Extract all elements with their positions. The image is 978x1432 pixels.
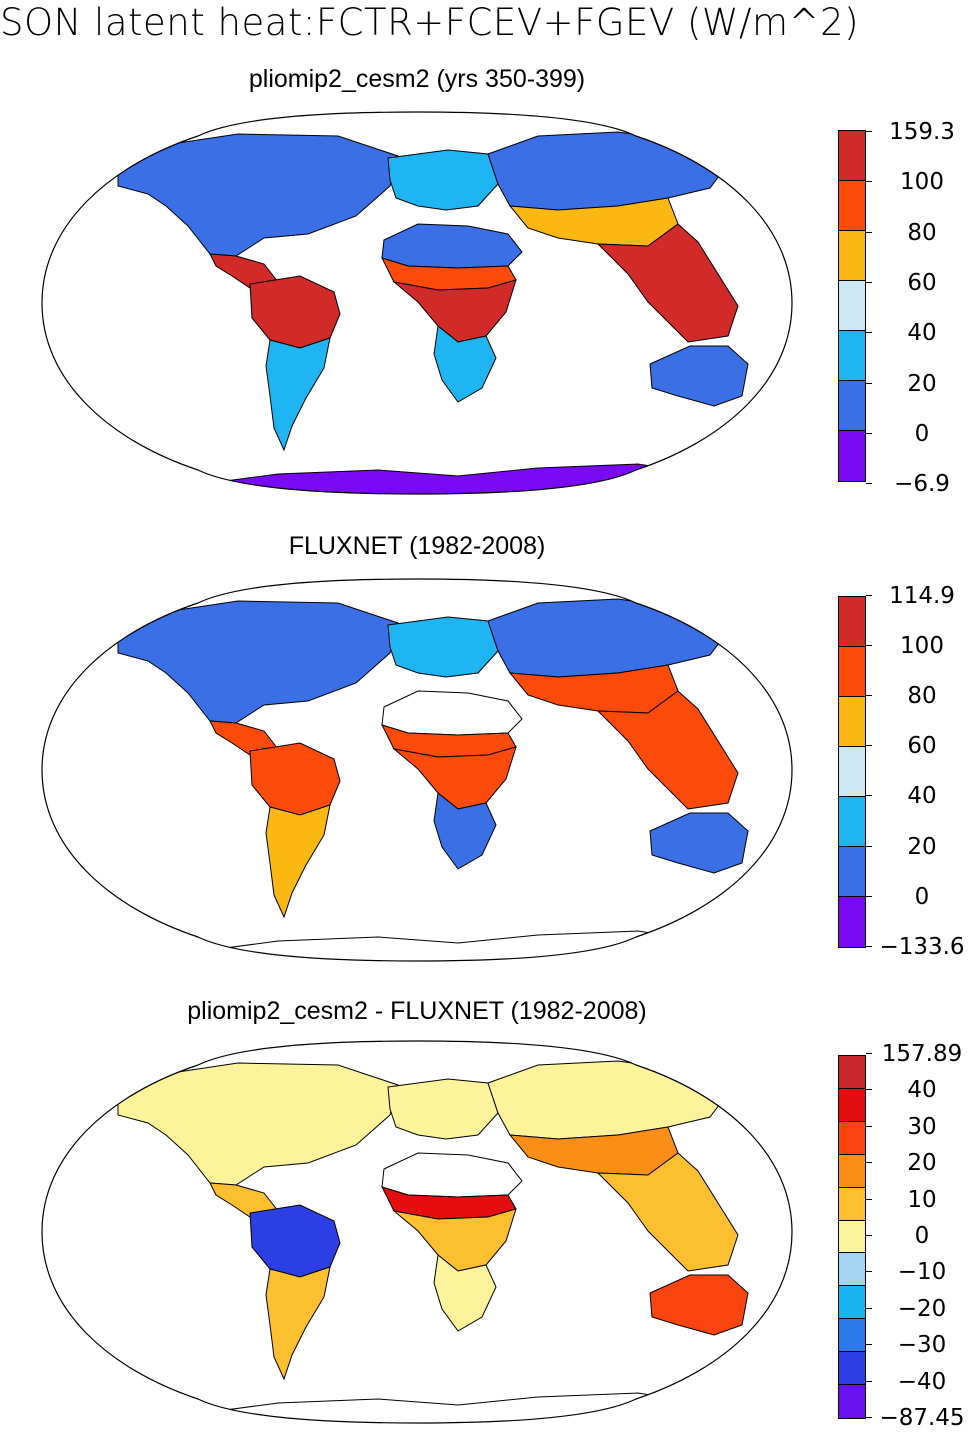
- region-north-america: [117, 600, 399, 724]
- region-central-africa: [392, 279, 517, 343]
- colorbar-swatch: [839, 231, 865, 281]
- region-southeast-asia: [596, 223, 739, 343]
- colorbar-label: 20: [866, 834, 978, 860]
- colorbar-swatch: [839, 281, 865, 331]
- region-europe: [387, 616, 499, 678]
- region-south-america-south: [265, 804, 331, 919]
- region-southeast-asia: [596, 690, 739, 810]
- colorbar-label: −40: [866, 1369, 978, 1395]
- colorbar-label: 60: [866, 270, 978, 296]
- colorbar-label: 80: [866, 220, 978, 246]
- region-southern-africa: [433, 325, 497, 403]
- colorbar-label: 40: [866, 783, 978, 809]
- colorbar-fluxnet: [838, 596, 866, 948]
- region-australia: [649, 1274, 749, 1336]
- region-siberia: [487, 1060, 729, 1140]
- colorbar-swatch: [839, 381, 865, 431]
- colorbar-label: 20: [866, 371, 978, 397]
- colorbar-label: −30: [866, 1332, 978, 1358]
- region-europe: [387, 149, 499, 211]
- colorbar-label: 100: [866, 169, 978, 195]
- map-difference: [41, 1040, 793, 1424]
- colorbar-label: 0: [866, 421, 978, 447]
- colorbar-label: 114.9: [866, 583, 978, 609]
- map-frame: [41, 1040, 793, 1424]
- region-southern-africa: [433, 792, 497, 870]
- colorbar-swatch: [839, 1121, 865, 1155]
- colorbar-swatch: [839, 131, 865, 181]
- map-fluxnet: [41, 578, 793, 962]
- map-frame: [41, 578, 793, 962]
- region-north-america: [117, 1062, 399, 1186]
- colorbar-label: 40: [866, 320, 978, 346]
- colorbar-label: 100: [866, 633, 978, 659]
- colorbar-swatch: [839, 797, 865, 847]
- colorbar-swatch: [839, 1187, 865, 1221]
- map-model: [41, 111, 793, 495]
- colorbar-swatch: [839, 1088, 865, 1122]
- region-south-america-south: [265, 1266, 331, 1381]
- colorbar-swatch: [839, 1385, 865, 1418]
- colorbar-swatch: [839, 1319, 865, 1353]
- colorbar-label: −6.9: [866, 471, 978, 497]
- colorbar-label: −133.6: [866, 934, 978, 960]
- colorbar-swatch: [839, 897, 865, 947]
- colorbar-label: 60: [866, 733, 978, 759]
- colorbar-label: −87.45: [866, 1405, 978, 1431]
- map-frame: [41, 111, 793, 495]
- panel-title-model: pliomip2_cesm2 (yrs 350-399): [248, 65, 586, 93]
- colorbar-swatch: [839, 331, 865, 381]
- colorbar-swatch: [839, 1056, 865, 1089]
- region-central-africa: [392, 1208, 517, 1272]
- colorbar-swatch: [839, 597, 865, 647]
- colorbar-swatch: [839, 431, 865, 481]
- region-siberia: [487, 131, 729, 211]
- panel-title-difference: pliomip2_cesm2 - FLUXNET (1982-2008): [187, 997, 647, 1025]
- colorbar-label: 0: [866, 1223, 978, 1249]
- region-australia: [649, 812, 749, 874]
- colorbar-label: 80: [866, 683, 978, 709]
- colorbar-label: 159.3: [866, 119, 978, 145]
- region-europe: [387, 1078, 499, 1140]
- colorbar-swatch: [839, 847, 865, 897]
- colorbar-swatch: [839, 647, 865, 697]
- colorbar-swatch: [839, 1352, 865, 1386]
- colorbar-difference: [838, 1055, 866, 1419]
- colorbar-label: 30: [866, 1114, 978, 1140]
- region-southern-africa: [433, 1254, 497, 1332]
- colorbar-label: 20: [866, 1150, 978, 1176]
- colorbar-model: [838, 130, 866, 482]
- colorbar-label: 40: [866, 1077, 978, 1103]
- colorbar-swatch: [839, 1154, 865, 1188]
- colorbar-label: −10: [866, 1259, 978, 1285]
- colorbar-swatch: [839, 1253, 865, 1287]
- figure-title: SON latent heat:FCTR+FCEV+FGEV (W/m^2): [0, 1, 859, 44]
- region-south-america-south: [265, 337, 331, 452]
- colorbar-label: 10: [866, 1187, 978, 1213]
- colorbar-swatch: [839, 1286, 865, 1320]
- colorbar-label: −20: [866, 1296, 978, 1322]
- colorbar-swatch: [839, 181, 865, 231]
- region-australia: [649, 345, 749, 407]
- panel-title-fluxnet: FLUXNET (1982-2008): [288, 532, 546, 560]
- region-southeast-asia: [596, 1152, 739, 1272]
- region-central-africa: [392, 746, 517, 810]
- region-north-america: [117, 133, 399, 257]
- colorbar-swatch: [839, 1220, 865, 1254]
- region-siberia: [487, 598, 729, 678]
- colorbar-label: 0: [866, 884, 978, 910]
- colorbar-label: 157.89: [866, 1041, 978, 1067]
- colorbar-swatch: [839, 747, 865, 797]
- colorbar-swatch: [839, 697, 865, 747]
